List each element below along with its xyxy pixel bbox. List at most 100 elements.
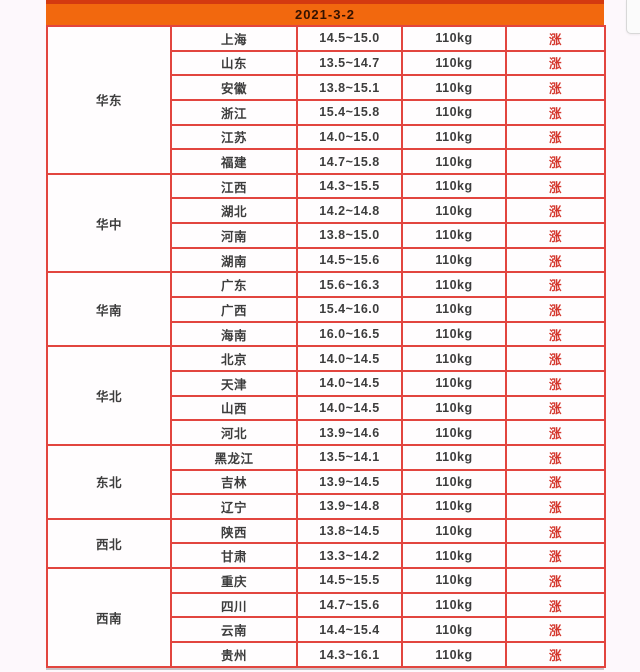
province-cell: 河北 (170, 419, 298, 446)
province-cell: 甘肃 (170, 542, 298, 570)
status-cell: 涨 (505, 419, 606, 446)
weight-cell: 110kg (401, 271, 507, 299)
status-cell: 涨 (505, 197, 606, 225)
price-cell: 14.2~14.8 (296, 197, 403, 225)
table-row: 四川 14.7~15.6 110kg 涨 (47, 591, 606, 619)
table-row: 华北 北京 14.0~14.5 110kg 涨 (46, 345, 606, 446)
date-text: 2021-3-2 (294, 7, 356, 22)
weight-cell: 110kg (401, 542, 507, 570)
floating-widget[interactable] (626, 0, 640, 34)
status-cell: 涨 (505, 49, 606, 77)
table-row: 江苏 14.0~15.0 110kg 涨 (47, 123, 606, 151)
status-cell: 涨 (505, 567, 606, 594)
weight-cell: 110kg (401, 25, 507, 52)
table-row: 甘肃 13.3~14.2 110kg 涨 (47, 542, 606, 570)
price-cell: 13.8~15.1 (296, 74, 403, 101)
status-cell: 涨 (505, 320, 606, 348)
price-cell: 15.4~16.0 (296, 296, 403, 323)
status-cell: 涨 (505, 394, 606, 422)
table-row: 西南 重庆 14.5~15.5 110kg 涨 (46, 567, 606, 668)
status-cell: 涨 (505, 345, 606, 372)
price-cell: 13.5~14.1 (296, 443, 403, 471)
table-row: 湖南 14.5~15.6 110kg 涨 (47, 246, 606, 274)
status-cell: 涨 (505, 172, 606, 200)
status-cell: 涨 (505, 25, 606, 52)
weight-cell: 110kg (401, 49, 507, 77)
province-cell: 湖北 (170, 197, 298, 225)
status-cell: 涨 (505, 591, 606, 619)
province-cell: 海南 (170, 320, 298, 348)
table-row: 山东 13.5~14.7 110kg 涨 (47, 49, 606, 77)
table-row: 西北 陕西 13.8~14.5 110kg 涨 (46, 517, 606, 570)
price-cell: 14.5~15.6 (296, 246, 403, 274)
status-cell: 涨 (505, 296, 606, 323)
table-row: 浙江 15.4~15.8 110kg 涨 (47, 98, 606, 126)
table-row: 山西 14.0~14.5 110kg 涨 (47, 394, 606, 422)
status-cell: 涨 (505, 148, 606, 175)
table-row: 华东 上海 14.5~15.0 110kg 涨 (46, 25, 606, 175)
table-row: 东北 黑龙江 13.5~14.1 110kg 涨 (46, 443, 606, 520)
weight-cell: 110kg (401, 246, 507, 274)
weight-cell: 110kg (401, 468, 507, 496)
weight-cell: 110kg (401, 296, 507, 323)
province-cell: 江西 (170, 172, 298, 200)
weight-cell: 110kg (401, 345, 507, 372)
price-cell: 14.0~15.0 (296, 123, 403, 151)
price-cell: 13.5~14.7 (296, 49, 403, 77)
table-row: 天津 14.0~14.5 110kg 涨 (47, 369, 606, 397)
status-cell: 涨 (505, 123, 606, 151)
weight-cell: 110kg (401, 123, 507, 151)
status-cell: 涨 (505, 542, 606, 570)
weight-cell: 110kg (401, 641, 507, 668)
price-cell: 15.6~16.3 (296, 271, 403, 299)
status-cell: 涨 (505, 443, 606, 471)
province-cell: 重庆 (170, 567, 298, 594)
price-cell: 14.5~15.5 (296, 567, 403, 594)
price-cell: 14.0~14.5 (296, 369, 403, 397)
price-cell: 14.7~15.8 (296, 148, 403, 175)
table-row: 福建 14.7~15.8 110kg 涨 (47, 148, 606, 175)
price-cell: 14.0~14.5 (296, 345, 403, 372)
province-cell: 贵州 (170, 641, 298, 668)
weight-cell: 110kg (401, 394, 507, 422)
pig-price-table: 华东 上海 14.5~15.0 110kg 涨山东 13.5~14.7 110kg 涨安徽 13… (46, 25, 606, 668)
province-cell: 湖南 (170, 246, 298, 274)
price-cell: 13.9~14.8 (296, 493, 403, 520)
status-cell: 涨 (505, 517, 606, 545)
province-cell: 浙江 (170, 98, 298, 126)
price-cell: 14.0~14.5 (296, 394, 403, 422)
region-cell: 西北 (46, 517, 172, 570)
province-cell: 江苏 (170, 123, 298, 151)
status-cell: 涨 (505, 493, 606, 520)
table-row: 吉林 13.9~14.5 110kg 涨 (47, 468, 606, 496)
status-cell: 涨 (505, 74, 606, 101)
weight-cell: 110kg (401, 443, 507, 471)
table-row: 华中 江西 14.3~15.5 110kg 涨 (46, 172, 606, 274)
table-row: 湖北 14.2~14.8 110kg 涨 (47, 197, 606, 225)
province-cell: 辽宁 (170, 493, 298, 520)
province-cell: 吉林 (170, 468, 298, 496)
weight-cell: 110kg (401, 419, 507, 446)
status-cell: 涨 (505, 271, 606, 299)
weight-cell: 110kg (401, 197, 507, 225)
weight-cell: 110kg (401, 493, 507, 520)
province-cell: 黑龙江 (170, 443, 298, 471)
weight-cell: 110kg (401, 616, 507, 644)
province-cell: 上海 (170, 25, 298, 52)
province-cell: 陕西 (170, 517, 298, 545)
price-cell: 13.9~14.5 (296, 468, 403, 496)
table-row: 安徽 13.8~15.1 110kg 涨 (47, 74, 606, 101)
weight-cell: 110kg (401, 567, 507, 594)
weight-cell: 110kg (401, 320, 507, 348)
price-cell: 13.8~14.5 (296, 517, 403, 545)
table-row: 辽宁 13.9~14.8 110kg 涨 (47, 493, 606, 520)
status-cell: 涨 (505, 468, 606, 496)
weight-cell: 110kg (401, 591, 507, 619)
price-cell: 15.4~15.8 (296, 98, 403, 126)
price-cell: 14.4~15.4 (296, 616, 403, 644)
weight-cell: 110kg (401, 222, 507, 249)
table-row: 海南 16.0~16.5 110kg 涨 (47, 320, 606, 348)
region-cell: 华北 (46, 345, 172, 446)
price-cell: 16.0~16.5 (296, 320, 403, 348)
